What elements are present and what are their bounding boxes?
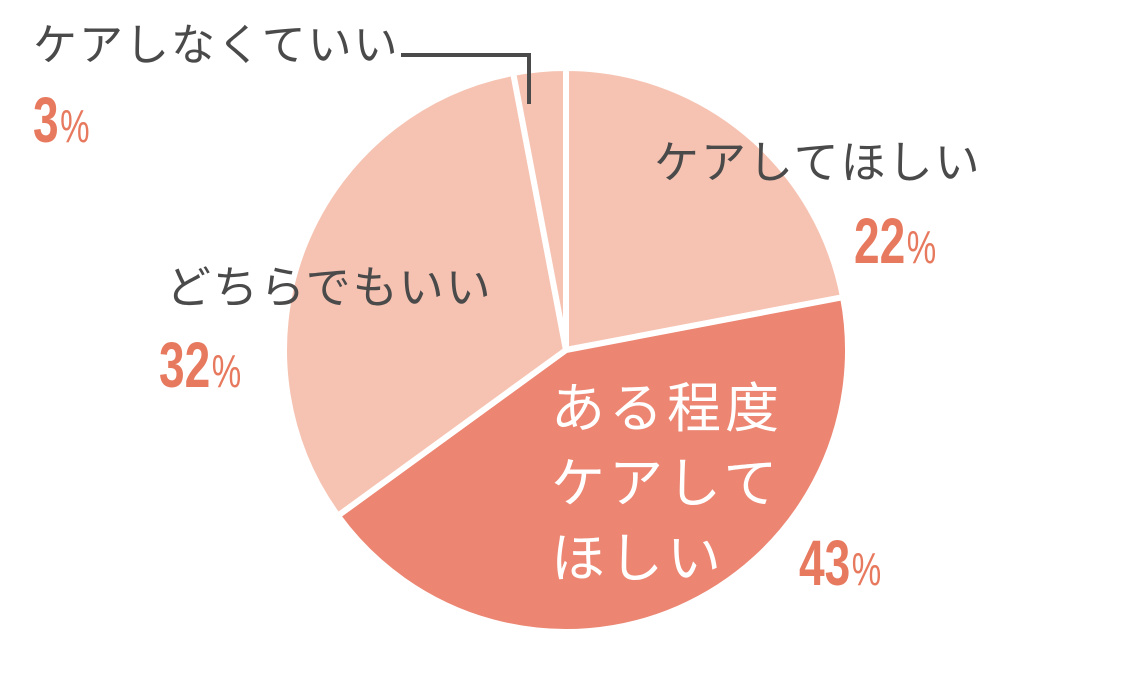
inside-label-line-2: ケアして [551,454,782,514]
inside-label-line-1: ある程度 [551,379,783,439]
slice-label-either-fine: どちらでもいい [166,262,493,313]
percent-label-care-wanted: 22% [854,209,936,273]
percent-value-some-care: 43 [799,527,851,599]
callout-line-horizontal [401,53,531,57]
percent-sign-care-wanted: % [906,221,937,273]
callout-line-vertical [527,53,531,104]
percent-label-either-fine: 32% [159,333,241,397]
pie-slice-0 [563,65,847,353]
percent-sign-no-care: % [60,100,90,152]
percent-value-care-wanted: 22 [854,205,906,277]
pie-slice-3 [510,65,569,353]
pie-slice-1 [334,294,851,635]
inside-label-line-3: ほしい [551,529,725,589]
percent-label-some-care: 43% [799,531,881,595]
percent-label-no-care: 3% [33,88,90,152]
slice-label-care-wanted: ケアしてほしい [654,137,982,188]
percent-value-no-care: 3 [33,84,59,156]
percent-value-either-fine: 32 [159,329,211,401]
slice-label-no-care: ケアしなくていい [33,21,400,70]
slice-label-some-care-inside: ある程度 ケアして ほしい [551,372,783,597]
pie-slice-2 [281,69,569,519]
percent-sign-either-fine: % [211,345,242,397]
percent-sign-some-care: % [851,543,882,595]
